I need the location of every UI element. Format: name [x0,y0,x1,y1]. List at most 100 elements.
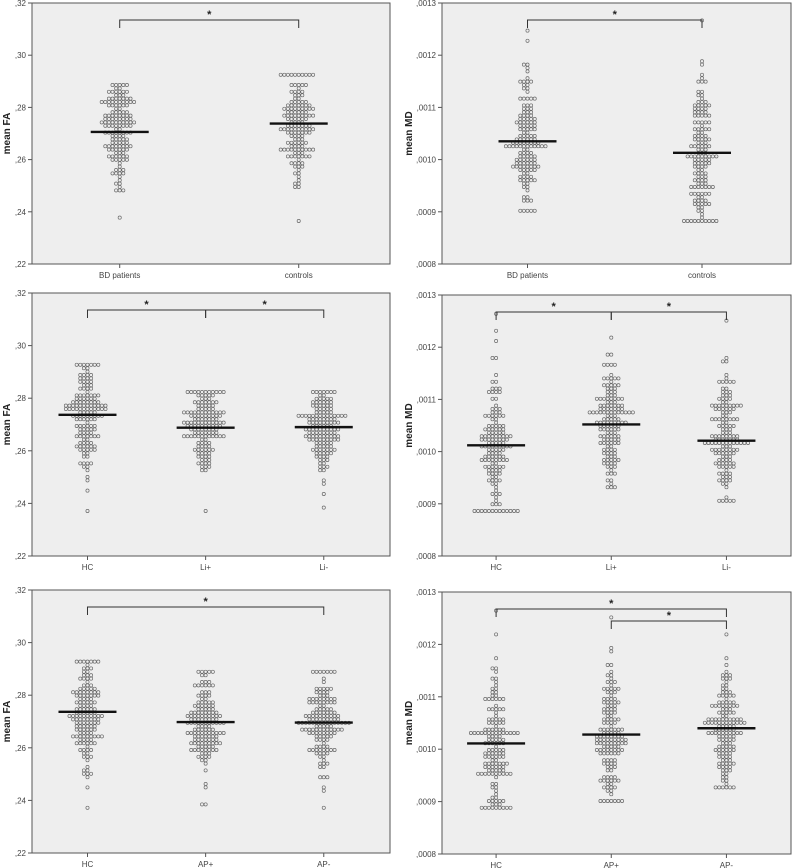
data-point [612,680,617,684]
data-point [318,707,323,712]
significance-star: * [263,299,268,311]
data-point [321,693,326,698]
data-point [314,390,319,394]
data-point [121,188,126,193]
data-point [282,147,287,152]
data-point [494,328,499,333]
data-point [525,79,530,84]
significance-star: * [613,9,618,21]
data-point [602,417,607,422]
data-point [532,134,537,138]
data-point [325,744,330,749]
data-point [81,454,86,459]
data-point [92,720,97,725]
data-point [311,748,315,752]
data-point [110,110,115,115]
data-point [508,731,513,735]
data-point [724,386,729,391]
data-point [713,417,718,422]
data-point [724,741,729,746]
data-point [89,461,94,466]
data-point [318,396,323,401]
data-point [318,454,323,459]
data-point [717,464,722,469]
data-point [318,468,323,473]
data-point [605,464,610,469]
data-point [602,700,607,705]
data-point [329,748,333,752]
data-point [717,379,722,384]
data-point [207,669,212,674]
data-point [494,339,499,343]
data-point [74,424,79,428]
data-point [728,765,732,769]
data-point [490,795,495,800]
data-point [336,717,341,722]
data-point [207,680,212,684]
data-point [710,185,715,189]
data-point [702,720,707,725]
data-point [85,369,90,374]
data-point [728,464,732,469]
data-point [532,154,537,159]
data-point [303,83,308,87]
data-point [692,202,697,206]
data-point [296,157,301,162]
data-point [692,171,697,176]
data-point [724,376,729,381]
data-point [710,703,714,708]
data-point [81,464,86,469]
data-point [616,427,621,432]
data-point [529,208,534,213]
data-point [518,208,523,213]
data-point [707,137,712,142]
y-tick-label: ,28 [15,691,27,700]
data-point [717,417,722,422]
y-tick-label: ,0008 [416,552,437,561]
data-point [296,144,301,149]
data-point [92,427,97,432]
data-point [203,693,208,698]
data-point [717,693,722,698]
data-point [89,386,94,391]
data-point [318,410,323,415]
data-point [321,686,326,691]
data-point [514,157,519,162]
data-point [728,676,732,681]
y-tick-label: ,0013 [416,0,437,8]
data-point [192,683,197,688]
data-point [703,161,708,166]
data-point [85,383,90,388]
data-point [598,434,603,439]
data-point [96,400,101,405]
data-point [182,410,186,415]
data-point [598,751,603,756]
data-point [85,758,90,763]
data-point [203,509,208,513]
data-point [612,400,617,405]
data-point [609,478,614,483]
data-point [293,72,298,77]
data-point [728,410,732,415]
data-point [490,379,495,384]
data-point [468,731,473,735]
data-point [490,471,495,476]
data-point [717,744,722,749]
data-point [103,144,108,149]
data-point [612,464,617,469]
data-point [616,686,621,691]
data-point [490,666,495,671]
data-point [124,137,129,142]
data-point [307,748,312,752]
data-point [724,680,729,684]
y-axis-title: mean MD [404,111,415,155]
data-point [703,181,708,186]
data-point [616,717,621,722]
data-point [192,447,197,452]
data-point [196,451,201,456]
data-point [525,164,530,169]
data-point [314,420,319,425]
data-point [501,430,506,435]
data-point [731,379,736,384]
data-point [598,441,603,445]
